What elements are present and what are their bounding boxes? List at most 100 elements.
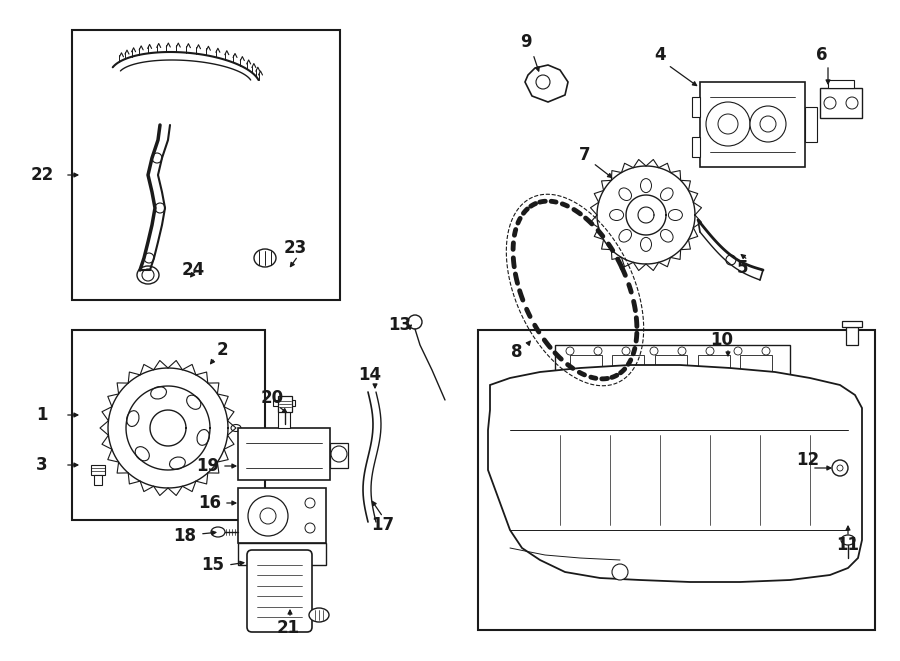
Bar xyxy=(273,400,295,406)
Ellipse shape xyxy=(137,266,159,284)
Circle shape xyxy=(142,269,154,281)
Ellipse shape xyxy=(150,387,166,399)
Text: 8: 8 xyxy=(511,343,523,361)
Circle shape xyxy=(305,498,315,508)
Ellipse shape xyxy=(619,229,632,242)
Bar xyxy=(570,355,602,403)
Text: 9: 9 xyxy=(520,33,532,51)
Bar xyxy=(238,543,326,565)
Text: 10: 10 xyxy=(710,331,734,349)
Ellipse shape xyxy=(127,410,139,426)
Ellipse shape xyxy=(135,447,149,461)
Circle shape xyxy=(832,460,848,476)
Circle shape xyxy=(650,347,658,355)
Bar xyxy=(740,355,772,403)
Circle shape xyxy=(144,253,154,263)
Text: 4: 4 xyxy=(654,46,666,64)
Text: 2: 2 xyxy=(216,341,228,359)
Bar xyxy=(94,475,102,485)
Bar xyxy=(842,321,862,327)
Ellipse shape xyxy=(609,210,624,221)
Circle shape xyxy=(760,116,776,132)
Circle shape xyxy=(260,508,276,524)
Bar xyxy=(278,406,290,428)
Ellipse shape xyxy=(841,535,855,545)
Circle shape xyxy=(718,114,738,134)
Circle shape xyxy=(152,153,162,163)
Circle shape xyxy=(824,97,836,109)
Circle shape xyxy=(726,255,736,265)
Circle shape xyxy=(594,347,602,355)
Text: 18: 18 xyxy=(174,527,196,545)
Text: 23: 23 xyxy=(284,239,307,257)
Circle shape xyxy=(408,315,422,329)
Circle shape xyxy=(248,496,288,536)
Ellipse shape xyxy=(169,457,185,469)
Circle shape xyxy=(155,203,165,213)
Circle shape xyxy=(846,97,858,109)
Bar xyxy=(478,330,875,630)
Ellipse shape xyxy=(197,430,210,446)
Text: 11: 11 xyxy=(836,536,860,554)
Circle shape xyxy=(622,347,630,355)
Bar xyxy=(692,137,700,157)
Bar xyxy=(828,80,854,88)
FancyBboxPatch shape xyxy=(247,550,312,632)
Circle shape xyxy=(750,106,786,142)
Ellipse shape xyxy=(619,188,632,200)
Circle shape xyxy=(612,564,628,580)
Text: 15: 15 xyxy=(202,556,224,574)
Bar xyxy=(805,107,817,142)
Bar xyxy=(330,443,348,468)
Ellipse shape xyxy=(309,608,329,622)
Circle shape xyxy=(566,347,574,355)
Bar xyxy=(278,396,292,412)
Ellipse shape xyxy=(641,237,652,251)
Bar xyxy=(846,327,858,345)
Circle shape xyxy=(762,347,770,355)
Ellipse shape xyxy=(254,249,276,267)
Circle shape xyxy=(331,446,347,462)
Polygon shape xyxy=(488,365,862,582)
Text: 5: 5 xyxy=(736,259,748,277)
Text: 13: 13 xyxy=(389,316,411,334)
Bar xyxy=(612,355,644,403)
Circle shape xyxy=(837,465,843,471)
Circle shape xyxy=(706,102,750,146)
Bar xyxy=(72,330,265,520)
Text: 24: 24 xyxy=(182,261,204,279)
Ellipse shape xyxy=(669,210,682,221)
Bar xyxy=(655,355,687,403)
Circle shape xyxy=(536,75,550,89)
Text: 7: 7 xyxy=(580,146,590,164)
Text: 19: 19 xyxy=(196,457,220,475)
Bar xyxy=(555,345,790,413)
Ellipse shape xyxy=(231,424,241,432)
Bar xyxy=(698,355,730,403)
Text: 1: 1 xyxy=(36,406,48,424)
Circle shape xyxy=(305,523,315,533)
Bar xyxy=(692,97,700,117)
Text: 3: 3 xyxy=(36,456,48,474)
Ellipse shape xyxy=(186,395,201,409)
Circle shape xyxy=(678,347,686,355)
Bar xyxy=(91,465,105,475)
Text: 21: 21 xyxy=(276,619,300,637)
Text: 12: 12 xyxy=(796,451,820,469)
Ellipse shape xyxy=(661,188,673,200)
Bar xyxy=(72,30,340,300)
Bar xyxy=(820,88,862,118)
Text: 22: 22 xyxy=(31,166,54,184)
Circle shape xyxy=(706,347,714,355)
Text: 17: 17 xyxy=(372,516,394,534)
Ellipse shape xyxy=(641,178,652,192)
Bar xyxy=(700,82,805,167)
Ellipse shape xyxy=(211,527,225,537)
Text: 14: 14 xyxy=(358,366,382,384)
Text: 20: 20 xyxy=(260,389,284,407)
Bar xyxy=(238,488,326,543)
Circle shape xyxy=(734,347,742,355)
Text: 6: 6 xyxy=(816,46,828,64)
Bar xyxy=(238,428,330,480)
Text: 16: 16 xyxy=(199,494,221,512)
